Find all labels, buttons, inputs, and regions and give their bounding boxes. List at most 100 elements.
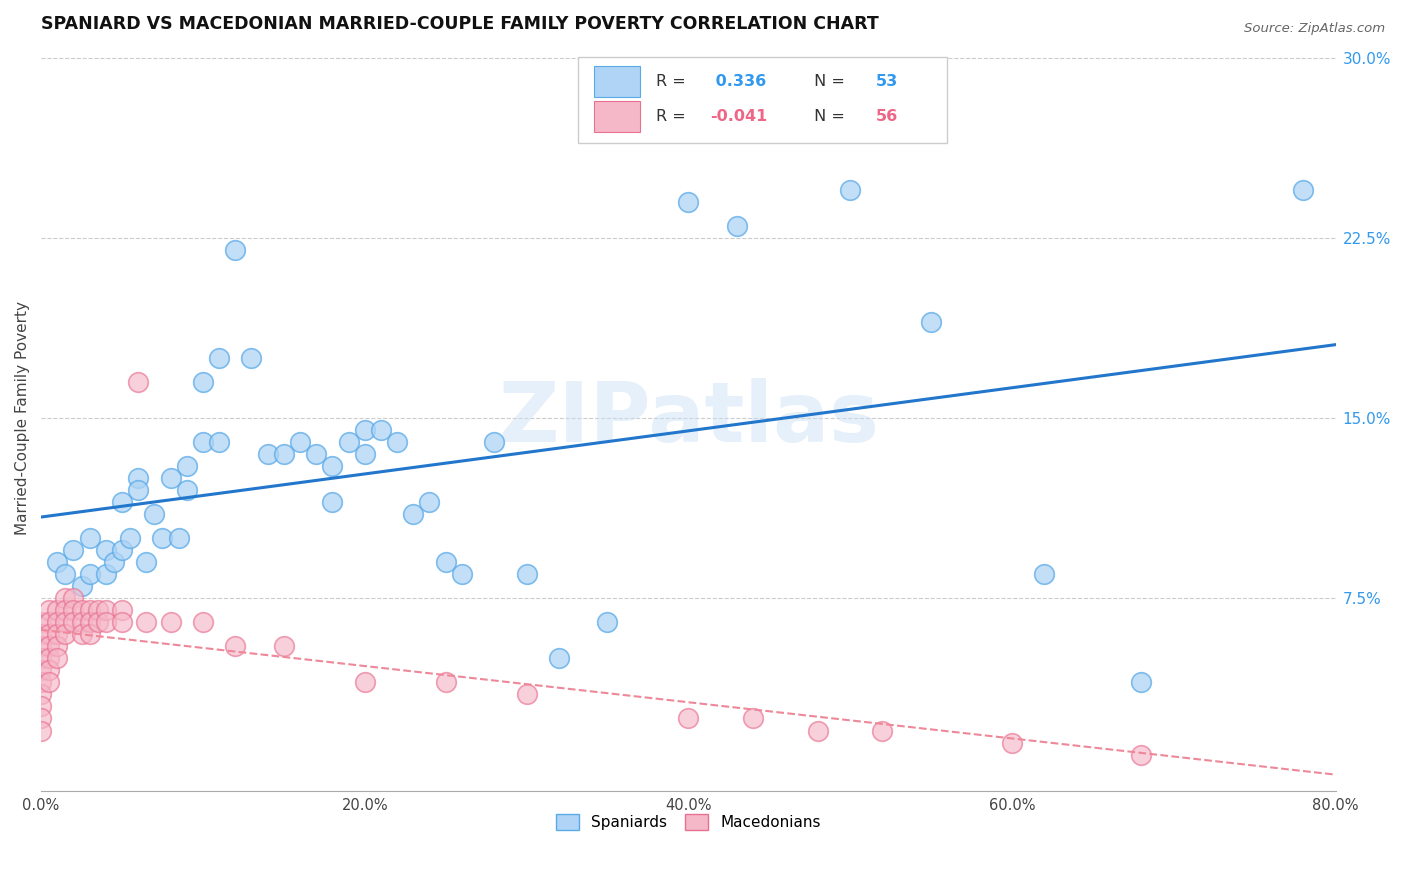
Point — [79, 567, 101, 582]
Point — [402, 508, 425, 522]
Point — [152, 531, 174, 545]
Point — [55, 591, 77, 606]
Point — [38, 615, 60, 630]
Point — [30, 711, 52, 725]
Point — [62, 543, 84, 558]
Point — [30, 615, 52, 630]
Point — [38, 651, 60, 665]
Point — [548, 651, 571, 665]
Point — [135, 615, 157, 630]
Point — [1033, 567, 1056, 582]
Point — [79, 603, 101, 617]
Point — [288, 435, 311, 450]
Point — [321, 459, 343, 474]
Point — [70, 615, 93, 630]
Point — [176, 459, 198, 474]
Point — [240, 351, 263, 365]
Point — [30, 651, 52, 665]
Point — [678, 711, 700, 725]
Point — [70, 603, 93, 617]
Point — [191, 375, 214, 389]
Text: 56: 56 — [876, 109, 898, 124]
Point — [208, 435, 231, 450]
Point — [159, 615, 181, 630]
Point — [30, 699, 52, 714]
Point — [46, 651, 69, 665]
Point — [94, 567, 117, 582]
Point — [38, 640, 60, 654]
Point — [30, 688, 52, 702]
Point — [79, 627, 101, 641]
Point — [87, 603, 110, 617]
Text: N =: N = — [808, 74, 849, 89]
Point — [120, 531, 142, 545]
Point — [273, 447, 295, 461]
Point — [79, 531, 101, 545]
Point — [62, 591, 84, 606]
Point — [111, 615, 134, 630]
Point — [94, 615, 117, 630]
Point — [38, 675, 60, 690]
Point — [135, 555, 157, 569]
Text: 0.336: 0.336 — [710, 74, 766, 89]
Point — [30, 664, 52, 678]
Point — [434, 675, 457, 690]
Point — [143, 508, 166, 522]
Point — [742, 711, 765, 725]
Point — [55, 567, 77, 582]
Point — [55, 603, 77, 617]
Point — [725, 219, 748, 233]
Point — [807, 723, 830, 738]
Point — [1001, 735, 1024, 749]
Y-axis label: Married-Couple Family Poverty: Married-Couple Family Poverty — [15, 301, 30, 535]
Point — [678, 194, 700, 209]
Point — [46, 615, 69, 630]
FancyBboxPatch shape — [593, 101, 641, 132]
Point — [305, 447, 328, 461]
Point — [224, 243, 246, 257]
FancyBboxPatch shape — [593, 66, 641, 97]
Point — [1130, 747, 1153, 762]
Point — [127, 471, 149, 485]
Point — [434, 555, 457, 569]
Point — [94, 603, 117, 617]
Point — [353, 423, 375, 437]
Point — [159, 471, 181, 485]
Text: Source: ZipAtlas.com: Source: ZipAtlas.com — [1244, 22, 1385, 36]
Point — [482, 435, 505, 450]
Point — [46, 640, 69, 654]
Point — [515, 567, 537, 582]
Point — [94, 543, 117, 558]
Point — [30, 675, 52, 690]
Point — [321, 495, 343, 509]
Text: ZIPatlas: ZIPatlas — [498, 377, 879, 458]
Text: N =: N = — [808, 109, 849, 124]
Point — [79, 615, 101, 630]
Point — [176, 483, 198, 498]
Point — [1292, 183, 1315, 197]
FancyBboxPatch shape — [578, 57, 948, 143]
Point — [370, 423, 392, 437]
Point — [46, 603, 69, 617]
Point — [111, 603, 134, 617]
Point — [127, 375, 149, 389]
Point — [208, 351, 231, 365]
Point — [596, 615, 619, 630]
Point — [30, 640, 52, 654]
Point — [46, 627, 69, 641]
Point — [273, 640, 295, 654]
Text: SPANIARD VS MACEDONIAN MARRIED-COUPLE FAMILY POVERTY CORRELATION CHART: SPANIARD VS MACEDONIAN MARRIED-COUPLE FA… — [41, 15, 879, 33]
Point — [55, 615, 77, 630]
Point — [70, 627, 93, 641]
Point — [70, 579, 93, 593]
Point — [103, 555, 125, 569]
Point — [920, 315, 942, 329]
Point — [839, 183, 862, 197]
Point — [256, 447, 278, 461]
Text: R =: R = — [657, 109, 690, 124]
Point — [224, 640, 246, 654]
Point — [353, 675, 375, 690]
Text: R =: R = — [657, 74, 690, 89]
Point — [62, 603, 84, 617]
Point — [111, 543, 134, 558]
